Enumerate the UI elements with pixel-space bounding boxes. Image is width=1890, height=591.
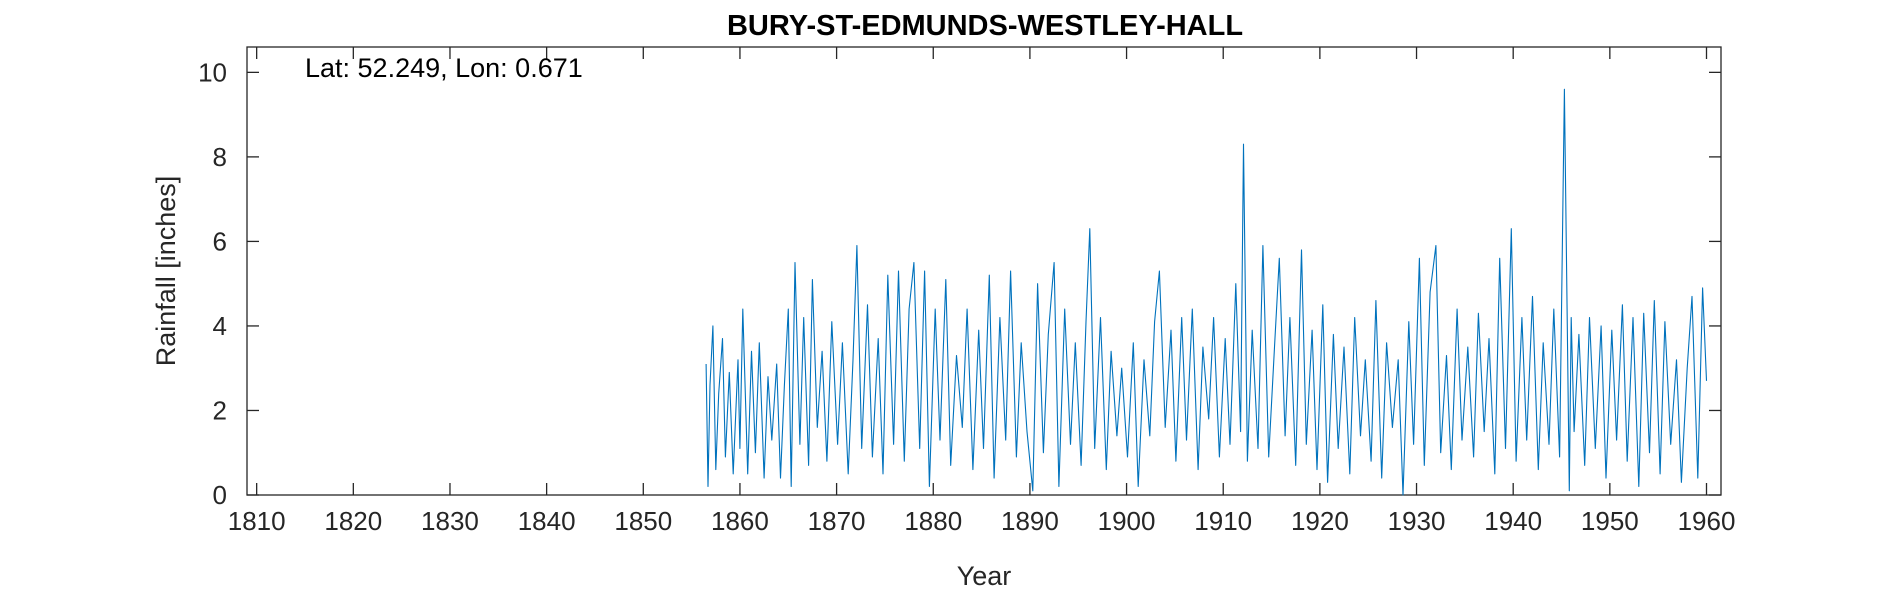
x-axis-ticks: 1810 1820 1830 1840 1850 1860 1870 1880 1890 1900… bbox=[228, 47, 1736, 536]
x-tick-label: 1930 bbox=[1388, 506, 1446, 536]
x-tick-label: 1910 bbox=[1194, 506, 1252, 536]
chart-title: BURY-ST-EDMUNDS-WESTLEY-HALL bbox=[727, 10, 1243, 42]
x-tick-label: 1860 bbox=[711, 506, 769, 536]
location-annotation: Lat: 52.249, Lon: 0.671 bbox=[305, 53, 583, 83]
y-tick-label: 10 bbox=[198, 57, 227, 87]
x-tick-label: 1890 bbox=[1001, 506, 1059, 536]
x-tick-label: 1950 bbox=[1581, 506, 1639, 536]
x-tick-label: 1870 bbox=[808, 506, 866, 536]
x-tick-label: 1810 bbox=[228, 506, 286, 536]
y-tick-label: 8 bbox=[213, 142, 227, 172]
x-tick-label: 1880 bbox=[904, 506, 962, 536]
x-tick-label: 1820 bbox=[324, 506, 382, 536]
x-tick-label: 1940 bbox=[1484, 506, 1542, 536]
x-tick-label: 1850 bbox=[614, 506, 672, 536]
plot-area bbox=[246, 46, 1722, 496]
x-tick-label: 1920 bbox=[1291, 506, 1349, 536]
y-tick-label: 4 bbox=[213, 311, 227, 341]
x-axis-label: Year bbox=[957, 561, 1012, 591]
rainfall-series-line bbox=[705, 88, 1708, 496]
x-tick-label: 1900 bbox=[1098, 506, 1156, 536]
x-tick-label: 1960 bbox=[1678, 506, 1736, 536]
y-tick-label: 6 bbox=[213, 226, 227, 256]
x-tick-label: 1840 bbox=[518, 506, 576, 536]
y-tick-label: 2 bbox=[213, 395, 227, 425]
y-axis-label: Rainfall [inches] bbox=[151, 176, 181, 367]
x-tick-label: 1830 bbox=[421, 506, 479, 536]
y-axis-ticks: 0 2 4 6 8 10 bbox=[198, 57, 1721, 510]
y-tick-label: 0 bbox=[213, 480, 227, 510]
